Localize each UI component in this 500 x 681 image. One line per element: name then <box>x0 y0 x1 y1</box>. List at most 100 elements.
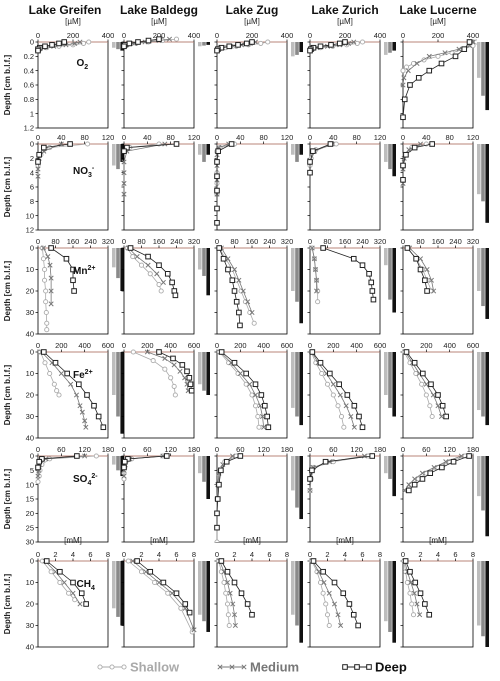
data-point-deep <box>461 46 468 52</box>
depth-bar-shallow <box>291 352 295 408</box>
lake-title-lake-baldegg: Lake Baldegg <box>120 3 198 17</box>
data-point-shallow <box>150 358 156 364</box>
data-point-deep <box>235 42 241 48</box>
data-point-shallow <box>42 266 48 273</box>
data-point-medium <box>236 277 242 283</box>
data-point-deep <box>145 253 151 260</box>
data-point-deep <box>226 43 233 50</box>
series-line-deep <box>408 455 470 491</box>
data-point-deep <box>224 568 231 575</box>
series-group <box>216 245 257 329</box>
y-tick-label: 20 <box>26 509 34 518</box>
data-point-shallow <box>214 539 220 542</box>
data-point-medium <box>227 590 233 596</box>
data-point-medium <box>326 590 332 596</box>
y-axis-title: Depth [cm b.l.f.] <box>3 54 12 115</box>
data-point-deep <box>214 187 220 194</box>
data-point-deep <box>320 245 326 251</box>
x-tick-label: 600 <box>467 341 480 350</box>
panel-lake-baldegg-so42: 0 60 120 180 <box>121 445 210 543</box>
data-point-deep <box>134 558 140 564</box>
data-point-medium <box>83 424 89 430</box>
x-tick-label: 200 <box>234 341 247 350</box>
data-point-deep <box>57 568 63 575</box>
depth-bar-shallow <box>112 248 116 268</box>
row-o2: Depth [cm b.l.f.] [µM] 0 200 400 0 0.2 0.4 0.6 0.… <box>3 17 489 133</box>
data-point-shallow <box>147 271 153 277</box>
data-point-shallow <box>130 349 136 355</box>
plot-frame <box>37 41 109 129</box>
data-point-deep <box>121 148 127 154</box>
depth-bar-medium <box>481 144 485 202</box>
data-point-deep <box>71 288 77 294</box>
data-point-deep <box>369 288 376 294</box>
data-point-medium <box>82 453 88 459</box>
data-point-deep <box>124 144 130 151</box>
depth-bar-medium <box>481 42 485 96</box>
data-point-medium <box>58 370 64 377</box>
depth-bar-shallow <box>477 456 481 497</box>
series-group <box>121 36 180 50</box>
series-group <box>125 558 197 635</box>
species-label-o2: O2 <box>77 58 89 71</box>
plot-frame <box>216 41 288 129</box>
depth-bar-medium <box>116 42 120 50</box>
depth-bar-deep <box>392 42 396 51</box>
data-point-deep <box>121 464 127 471</box>
y-axis-title: Depth [cm b.l.f.] <box>3 364 12 425</box>
x-tick-label: 160 <box>67 237 80 246</box>
data-point-medium <box>35 173 41 179</box>
data-point-deep <box>91 402 97 409</box>
data-point-shallow <box>66 590 72 596</box>
data-point-medium <box>160 279 166 285</box>
x-tick-label: 4 <box>343 550 347 559</box>
x-tick-label: 40 <box>57 133 65 142</box>
data-point-shallow <box>171 383 177 389</box>
series-line-medium <box>123 143 165 195</box>
x-tick-label: 120 <box>443 445 456 454</box>
legend-label: Medium <box>250 660 299 675</box>
depth-bar-medium <box>295 42 299 55</box>
data-point-medium <box>35 166 41 172</box>
y-tick-label: 15 <box>26 495 34 504</box>
data-point-deep <box>366 271 372 277</box>
data-point-medium <box>191 627 197 633</box>
data-point-medium <box>177 368 183 374</box>
y-tick-label: 0 <box>30 38 34 47</box>
data-point-shallow <box>168 375 174 381</box>
data-point-deep <box>346 601 353 607</box>
data-point-medium <box>406 482 412 488</box>
x-tick-label: 2 <box>325 550 329 559</box>
species-label-ch4: CH4 <box>77 579 95 592</box>
data-point-medium <box>419 470 425 476</box>
legend-item-deep: Deep <box>342 660 407 675</box>
depth-bar-deep <box>206 42 210 45</box>
data-point-shallow <box>156 281 162 288</box>
y-tick-label: 10 <box>26 265 34 274</box>
data-point-medium <box>61 579 67 586</box>
x-tick-label: 400 <box>350 341 363 350</box>
series-line-deep <box>322 247 374 300</box>
data-point-deep <box>466 453 472 459</box>
x-tick-label: 180 <box>102 445 115 454</box>
x-tick-label: 200 <box>327 341 340 350</box>
data-point-deep <box>428 381 434 388</box>
data-point-medium <box>121 170 127 176</box>
series-group <box>401 349 449 420</box>
x-tick-label: 4 <box>157 550 161 559</box>
x-tick-label: 60 <box>57 445 65 454</box>
data-point-medium <box>335 612 341 618</box>
x-tick-label: 80 <box>352 133 360 142</box>
data-point-deep <box>400 114 406 121</box>
depth-bar-medium <box>388 561 392 632</box>
data-point-deep <box>404 245 411 251</box>
x-tick-label: 0 <box>308 341 312 350</box>
x-tick-label: 120 <box>281 133 294 142</box>
series-group <box>307 39 366 54</box>
data-point-deep <box>403 151 409 158</box>
x-tick-label: 160 <box>153 237 166 246</box>
data-point-deep <box>43 558 50 564</box>
panel-lake-baldegg-fe2: 0 200 400 600 <box>121 341 210 439</box>
